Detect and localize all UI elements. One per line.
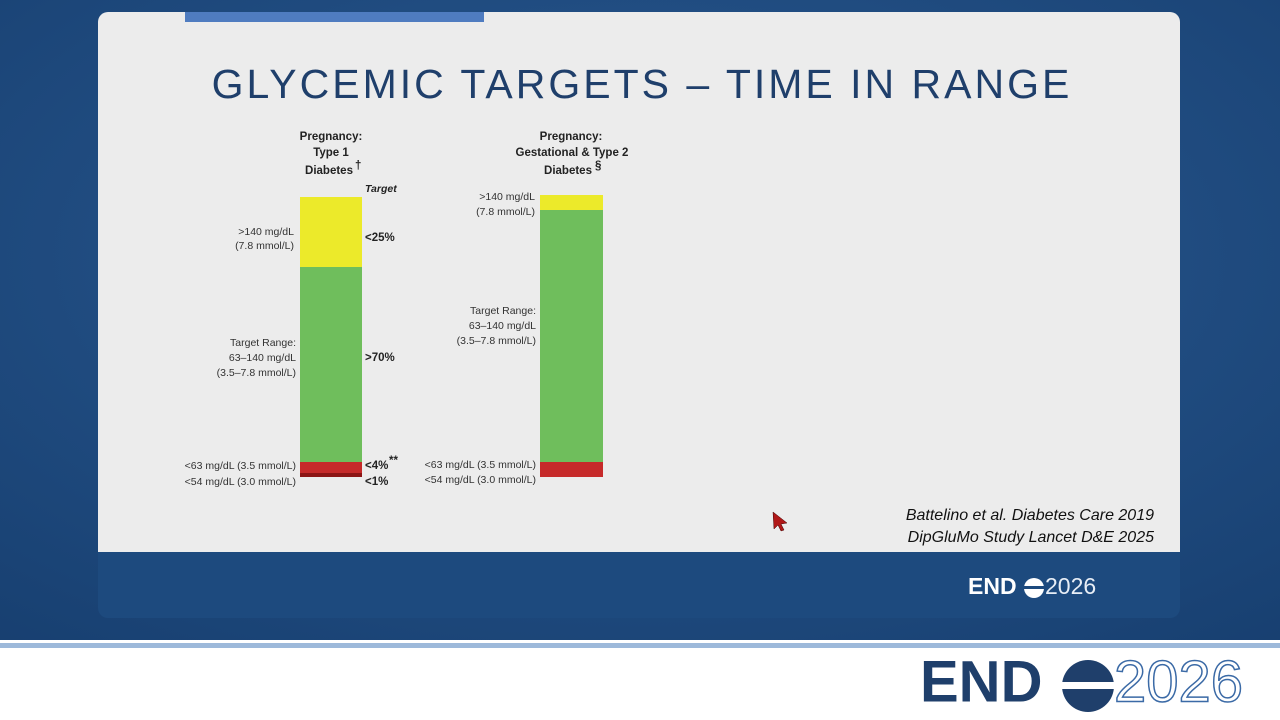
range-label: (7.8 mmol/L) [476,206,535,218]
logo-large: END 2026 [920,649,1244,716]
reference: DipGluMo Study Lancet D&E 2025 [908,529,1154,546]
mouse-cursor [772,511,788,532]
logo-globe-band [1062,682,1114,689]
bar-high [540,195,603,210]
heading-mark: † [355,160,361,172]
bar-low [540,462,603,477]
target-value: <4% [365,460,388,472]
range-label: Target Range: [470,305,536,317]
target-value: <25% [365,232,395,244]
bar-high [300,197,362,267]
heading: Pregnancy: [540,131,603,143]
bar-very-low [300,473,362,477]
range-label: >140 mg/dL [479,191,535,203]
target-note: ** [389,455,398,467]
logo-globe-band [1024,586,1044,589]
reference: Battelino et al. Diabetes Care 2019 [906,507,1154,524]
footer-line [0,643,1280,648]
range-label: >140 mg/dL [238,226,294,238]
target-header: Target [365,183,397,195]
range-label: <63 mg/dL (3.5 mmol/L) [425,459,536,471]
logo-name: END [968,573,1017,599]
panel-type1: Pregnancy: Type 1 Diabetes † Target >140… [185,131,399,488]
heading: Type 1 [313,147,349,159]
slide-body [98,12,1180,552]
heading: Diabetes [544,165,592,177]
heading: Pregnancy: [300,131,363,143]
logo-year: 2026 [1114,649,1243,714]
heading: Diabetes [305,165,353,177]
logo-small: END 2026 [968,573,1096,599]
slide-title: GLYCEMIC TARGETS – TIME IN RANGE [212,61,1073,107]
range-label: <63 mg/dL (3.5 mmol/L) [185,460,296,472]
bar-target [300,267,362,462]
bar-target [540,210,603,462]
range-label: <54 mg/dL (3.0 mmol/L) [425,474,536,486]
range-label: (3.5–7.8 mmol/L) [217,367,296,379]
bar-low [300,462,362,473]
range-label: (3.5–7.8 mmol/L) [457,335,536,347]
target-value: <1% [365,476,388,488]
accent-bar [185,12,484,22]
heading: Gestational & Type 2 [516,147,629,159]
panel-gestational: Pregnancy: Gestational & Type 2 Diabetes… [425,131,629,486]
heading-mark: § [595,160,601,172]
range-label: 63–140 mg/dL [229,352,296,364]
range-label: <54 mg/dL (3.0 mmol/L) [185,476,296,488]
range-label: (7.8 mmol/L) [235,240,294,252]
logo-name: END [920,649,1042,714]
logo-year: 2026 [1045,573,1096,599]
target-value: >70% [365,352,395,364]
range-label: Target Range: [230,337,296,349]
range-label: 63–140 mg/dL [469,320,536,332]
